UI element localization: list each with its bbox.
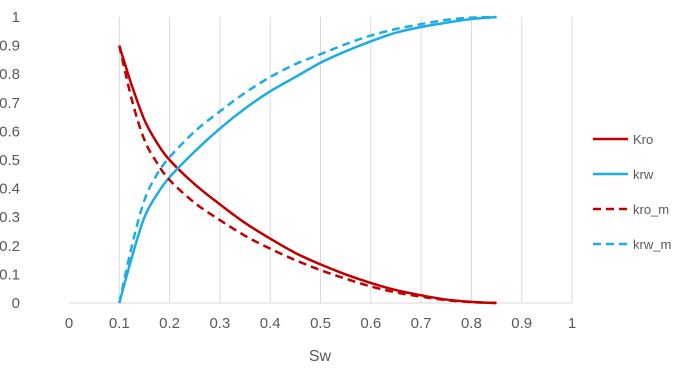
legend: Kro krw kro_m krw_m: [593, 132, 671, 252]
x-tick-labels: 0 0.1 0.2 0.3 0.4 0.5 0.6 0.7 0.8 0.9 1: [65, 315, 576, 332]
y-tick-label: 0: [12, 295, 20, 312]
y-tick-label: 0.9: [0, 38, 20, 55]
y-tick-labels: 0 0.1 0.2 0.3 0.4 0.5 0.6 0.7 0.8 0.9 1: [0, 9, 20, 312]
x-tick-label: 1: [568, 315, 576, 332]
y-tick-label: 0.5: [0, 152, 20, 169]
legend-label: kro_m: [633, 202, 669, 217]
x-tick-label: 0.1: [109, 315, 130, 332]
x-tick-label: 0.2: [159, 315, 180, 332]
gridlines: [118, 17, 573, 303]
series-line-kro: [118, 45, 497, 305]
x-tick-label: 0.7: [411, 315, 432, 332]
series-lines: [118, 15, 497, 305]
legend-label: krw: [633, 167, 654, 182]
x-tick-label: 0.6: [360, 315, 381, 332]
y-tick-label: 0.1: [0, 266, 20, 283]
y-tick-label: 0.4: [0, 181, 20, 198]
series-line-krw: [118, 15, 497, 304]
x-tick-label: 0.4: [260, 315, 281, 332]
x-tick-label: 0.3: [209, 315, 230, 332]
x-tick-label: 0.8: [461, 315, 482, 332]
x-axis-title: Sw: [309, 348, 332, 365]
series-line-kro-m: [118, 45, 497, 305]
series-line-krw-m: [118, 15, 497, 304]
y-tick-label: 0.3: [0, 209, 20, 226]
y-tick-label: 0.6: [0, 123, 20, 140]
x-tick-label: 0.9: [511, 315, 532, 332]
x-tick-label: 0.5: [310, 315, 331, 332]
legend-label: Kro: [633, 132, 653, 147]
y-tick-label: 0.2: [0, 238, 20, 255]
y-tick-label: 0.8: [0, 66, 20, 83]
y-tick-label: 0.7: [0, 95, 20, 112]
legend-label: krw_m: [633, 237, 671, 252]
y-tick-label: 1: [12, 9, 20, 26]
x-tick-label: 0: [65, 315, 73, 332]
